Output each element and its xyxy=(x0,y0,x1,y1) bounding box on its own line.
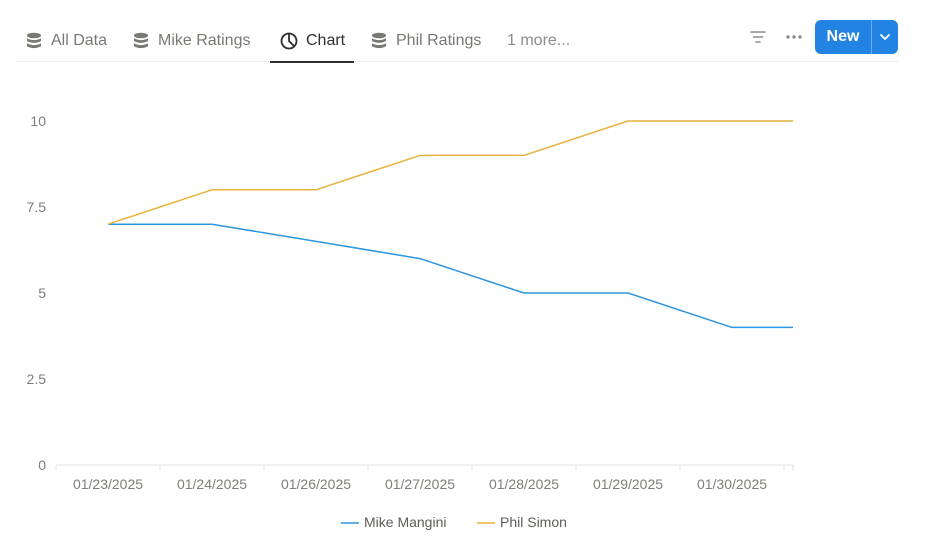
x-tick-label: 01/30/2025 xyxy=(697,476,767,492)
y-tick-label: 7.5 xyxy=(27,199,47,215)
more-tabs-label: 1 more... xyxy=(507,31,571,49)
y-tick-label: 2.5 xyxy=(27,371,47,387)
y-tick-label: 0 xyxy=(38,457,46,473)
tab-chart[interactable]: Chart xyxy=(270,20,355,63)
x-tick-label: 01/26/2025 xyxy=(281,476,351,492)
y-tick-label: 5 xyxy=(38,285,46,301)
x-tick-label: 01/27/2025 xyxy=(385,476,455,492)
x-tick-label: 01/29/2025 xyxy=(593,476,663,492)
chart-series xyxy=(107,120,793,329)
database-icon xyxy=(131,31,151,51)
new-button-group: New xyxy=(815,20,898,54)
line-chart: 0 2.5 5 7.5 10 01/23/2025 01/24/2025 01/26/202… xyxy=(27,113,794,530)
chevron-down-icon xyxy=(879,28,891,46)
y-axis: 0 2.5 5 7.5 10 xyxy=(27,113,47,473)
pie-chart-icon xyxy=(279,31,299,51)
x-axis: 01/23/2025 01/24/2025 01/26/2025 01/27/2025… xyxy=(55,464,794,492)
x-tick-label: 01/24/2025 xyxy=(177,476,247,492)
y-tick-label: 10 xyxy=(30,113,46,129)
series-line[interactable] xyxy=(108,223,793,329)
legend-label[interactable]: Phil Simon xyxy=(500,514,567,530)
tab-label: Phil Ratings xyxy=(396,31,482,49)
x-tick-label: 01/28/2025 xyxy=(489,476,559,492)
database-icon xyxy=(369,31,389,51)
legend-label[interactable]: Mike Mangini xyxy=(364,514,446,530)
filter-icon[interactable] xyxy=(747,26,769,48)
more-horizontal-icon[interactable] xyxy=(783,26,805,48)
more-tabs-button[interactable]: 1 more... xyxy=(507,20,570,61)
view-toolbar: All Data Mike Ratings Chart Phil Ratings… xyxy=(16,12,898,63)
tab-label: Mike Ratings xyxy=(158,31,251,49)
new-button[interactable]: New xyxy=(826,28,860,45)
x-tick-label: 01/23/2025 xyxy=(73,476,143,492)
series-line[interactable] xyxy=(107,120,793,225)
tab-mike-ratings[interactable]: Mike Ratings xyxy=(131,20,250,61)
tab-phil-ratings[interactable]: Phil Ratings xyxy=(369,20,481,61)
new-dropdown-button[interactable] xyxy=(871,20,898,54)
tab-label: Chart xyxy=(306,31,346,49)
chart-legend: Mike Mangini Phil Simon xyxy=(341,514,567,530)
tab-all-data[interactable]: All Data xyxy=(24,20,107,61)
tab-label: All Data xyxy=(51,31,108,49)
database-icon xyxy=(24,31,44,51)
